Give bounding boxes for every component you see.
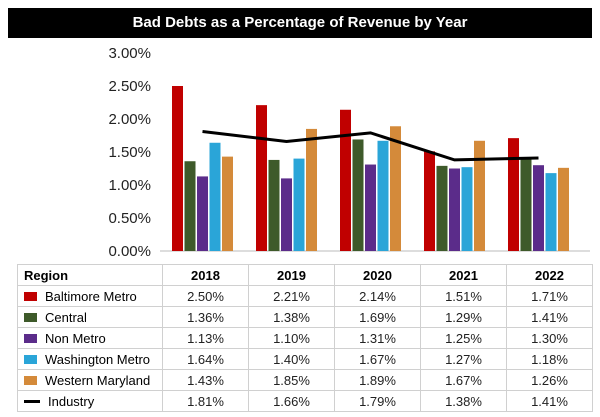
legend-label: Baltimore Metro [45, 289, 137, 305]
table-row: Western Maryland 1.43% 1.85% 1.89% 1.67% 1.26… [17, 369, 593, 391]
table-cell-value: 1.31% [334, 327, 421, 349]
bar-central-2021 [436, 165, 448, 251]
bar-western-maryland-2018 [222, 156, 233, 251]
table-cell-value: 1.13% [162, 327, 249, 349]
table-header-year: 2019 [248, 264, 335, 286]
bar-non-metro-2019 [281, 178, 292, 251]
bar-baltimore-metro-2021 [424, 151, 435, 251]
table-cell-value: 1.10% [248, 327, 335, 349]
table-cell-value: 1.18% [506, 348, 593, 370]
table-cell-value: 1.25% [420, 327, 507, 349]
legend-entry: Industry [17, 390, 163, 412]
chart-plot: 0.00% 0.50% 1.00% 1.50% 2.00% 2.50% 3.00% [108, 45, 590, 260]
legend-line-swatch [24, 400, 40, 404]
table-cell-value: 1.51% [420, 285, 507, 307]
legend-color-swatch [24, 355, 37, 365]
y-tick-label: 0.50% [108, 210, 151, 227]
bar-washington-metro-2018 [209, 142, 221, 251]
table-header-year: 2021 [420, 264, 507, 286]
table-cell-value: 2.21% [248, 285, 335, 307]
table-row: Baltimore Metro 2.50% 2.21% 2.14% 1.51% 1.71% [17, 285, 593, 307]
table-cell-value: 1.38% [420, 390, 507, 412]
table-cell-value: 1.29% [420, 306, 507, 328]
data-table: Region 2018 2019 2020 2021 2022 Baltimore Me… [17, 264, 593, 412]
table-cell-value: 1.67% [334, 348, 421, 370]
table-cell-value: 2.14% [334, 285, 421, 307]
table-cell-value: 1.66% [248, 390, 335, 412]
table-header-year: 2020 [334, 264, 421, 286]
bar-western-maryland-2020 [390, 126, 401, 251]
legend-label: Industry [48, 394, 95, 410]
bar-baltimore-metro-2019 [256, 105, 267, 251]
y-tick-label: 1.50% [108, 144, 151, 161]
table-cell-value: 1.81% [162, 390, 249, 412]
table-cell-value: 1.41% [506, 306, 593, 328]
bar-washington-metro-2019 [293, 158, 305, 251]
table-header-region: Region [17, 264, 163, 286]
legend-label: Central [45, 310, 87, 326]
legend-entry: Washington Metro [17, 348, 163, 370]
table-cell-value: 1.43% [162, 369, 249, 391]
legend-color-swatch [24, 292, 37, 302]
table-row: Industry 1.81% 1.66% 1.79% 1.38% 1.41% [17, 390, 593, 412]
legend-entry: Central [17, 306, 163, 328]
table-cell-value: 1.67% [420, 369, 507, 391]
table-row: Central 1.36% 1.38% 1.69% 1.29% 1.41% [17, 306, 593, 328]
legend-label: Washington Metro [45, 352, 151, 368]
table-cell-value: 1.85% [248, 369, 335, 391]
bar-non-metro-2021 [449, 168, 460, 251]
bar-baltimore-metro-2022 [508, 138, 519, 251]
table-cell-value: 2.50% [162, 285, 249, 307]
table-cell-value: 1.26% [506, 369, 593, 391]
bar-central-2019 [268, 159, 280, 251]
bar-washington-metro-2021 [461, 167, 473, 251]
y-tick-label: 2.50% [108, 78, 151, 95]
bar-non-metro-2020 [365, 164, 376, 251]
bar-baltimore-metro-2020 [340, 109, 351, 251]
table-cell-value: 1.38% [248, 306, 335, 328]
y-tick-label: 0.00% [108, 243, 151, 260]
table-cell-value: 1.64% [162, 348, 249, 370]
bar-baltimore-metro-2018 [172, 86, 183, 251]
legend-label: Western Maryland [45, 373, 151, 389]
bar-western-maryland-2019 [306, 128, 317, 251]
table-cell-value: 1.27% [420, 348, 507, 370]
bar-washington-metro-2022 [545, 173, 557, 251]
table-header-year: 2018 [162, 264, 249, 286]
legend-color-swatch [24, 376, 37, 386]
table-cell-value: 1.69% [334, 306, 421, 328]
bar-western-maryland-2022 [558, 167, 569, 251]
legend-entry: Western Maryland [17, 369, 163, 391]
legend-color-swatch [24, 334, 37, 344]
table-cell-value: 1.36% [162, 306, 249, 328]
table-header-year: 2022 [506, 264, 593, 286]
chart-title: Bad Debts as a Percentage of Revenue by … [8, 8, 592, 38]
legend-label: Non Metro [45, 331, 106, 347]
table-row: Washington Metro 1.64% 1.40% 1.67% 1.27% 1.18… [17, 348, 593, 370]
table-row: Non Metro 1.13% 1.10% 1.31% 1.25% 1.30% [17, 327, 593, 349]
table-cell-value: 1.79% [334, 390, 421, 412]
table-cell-value: 1.41% [506, 390, 593, 412]
legend-entry: Baltimore Metro [17, 285, 163, 307]
table-cell-value: 1.30% [506, 327, 593, 349]
bar-non-metro-2018 [197, 176, 208, 251]
y-tick-label: 1.00% [108, 177, 151, 194]
y-tick-label: 2.00% [108, 111, 151, 128]
bar-central-2022 [520, 157, 532, 251]
table-cell-value: 1.40% [248, 348, 335, 370]
bar-central-2018 [184, 161, 196, 251]
y-tick-label: 3.00% [108, 45, 151, 62]
table-cell-value: 1.71% [506, 285, 593, 307]
bar-non-metro-2022 [533, 165, 544, 251]
bar-central-2020 [352, 139, 364, 251]
legend-color-swatch [24, 313, 37, 323]
bar-washington-metro-2020 [377, 140, 389, 251]
legend-entry: Non Metro [17, 327, 163, 349]
table-cell-value: 1.89% [334, 369, 421, 391]
line-industry [202, 130, 539, 162]
bar-western-maryland-2021 [474, 140, 485, 251]
